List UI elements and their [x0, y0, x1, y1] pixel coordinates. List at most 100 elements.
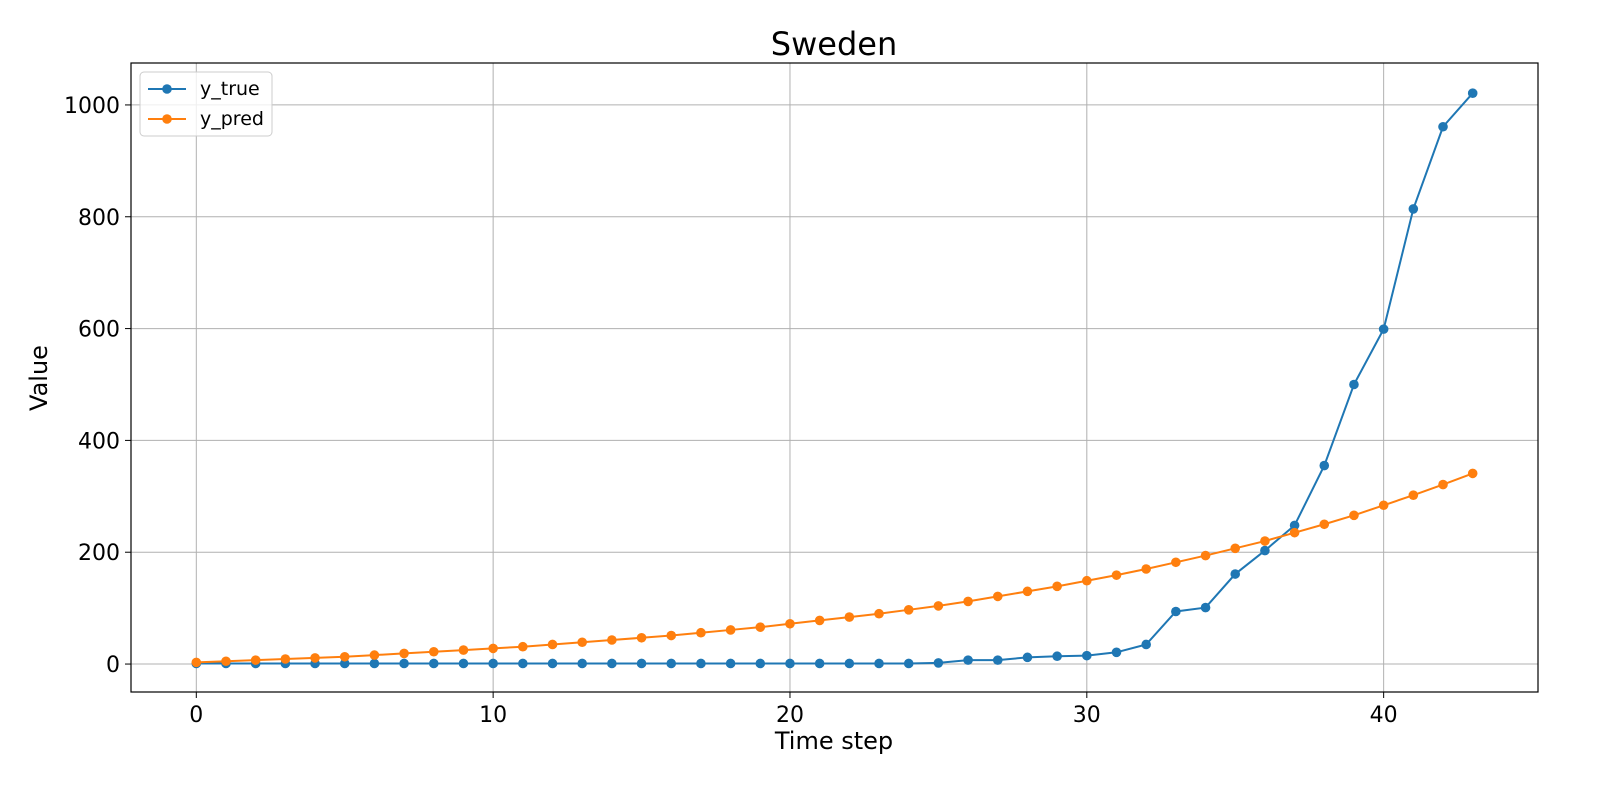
- series-y-pred: [191, 468, 1478, 668]
- data-point: [874, 658, 884, 669]
- x-tick-label: 10: [479, 703, 507, 728]
- data-point: [666, 658, 677, 669]
- data-point: [1289, 527, 1300, 538]
- data-point: [1378, 324, 1389, 334]
- data-point: [577, 658, 587, 669]
- data-point: [755, 622, 766, 632]
- data-point: [1319, 519, 1330, 530]
- data-point: [1349, 379, 1359, 390]
- data-point: [1200, 550, 1211, 561]
- data-point: [488, 658, 498, 669]
- data-point: [1289, 520, 1300, 531]
- data-point: [903, 658, 914, 669]
- data-point: [1438, 121, 1448, 132]
- data-point: [1378, 500, 1389, 511]
- data-point: [1230, 569, 1241, 579]
- data-point: [725, 658, 736, 669]
- data-point: [785, 618, 795, 629]
- data-point: [339, 658, 350, 669]
- x-tick-label: 40: [1370, 703, 1398, 728]
- data-point: [1349, 510, 1359, 521]
- data-point: [963, 596, 973, 607]
- data-point: [1111, 570, 1122, 580]
- data-point: [696, 627, 706, 638]
- data-point: [1141, 639, 1151, 650]
- data-point: [607, 635, 617, 645]
- data-point: [636, 632, 647, 643]
- data-point: [1200, 602, 1211, 613]
- data-point: [933, 658, 944, 668]
- x-tick-label: 0: [189, 703, 203, 728]
- data-point: [399, 648, 409, 659]
- data-point: [428, 658, 439, 669]
- series-layer: [191, 88, 1478, 669]
- y-tick-label: 1000: [64, 94, 120, 119]
- y-tick-label: 200: [78, 541, 120, 566]
- legend-label: y_pred: [200, 108, 264, 130]
- data-point: [1171, 557, 1181, 568]
- series-line: [196, 92, 1474, 665]
- data-point: [547, 639, 558, 650]
- y-axis-label: Value: [25, 345, 53, 411]
- data-point: [874, 608, 884, 619]
- x-axis-label: Time step: [774, 727, 893, 755]
- data-point: [1408, 204, 1419, 214]
- data-point: [1082, 650, 1092, 661]
- data-point: [963, 655, 973, 665]
- data-point: [458, 658, 469, 669]
- data-point: [1141, 564, 1151, 574]
- data-point: [666, 630, 677, 641]
- data-point: [1260, 536, 1270, 546]
- data-point: [1438, 479, 1448, 490]
- legend: y_true y_pred: [139, 71, 273, 137]
- data-point: [1111, 647, 1122, 658]
- plot-frame: [130, 62, 1539, 693]
- data-point: [725, 625, 736, 635]
- data-point: [844, 658, 855, 669]
- data-point: [1319, 460, 1330, 471]
- data-point: [250, 655, 261, 665]
- data-point: [755, 658, 766, 669]
- data-point: [310, 653, 320, 663]
- data-point: [1408, 490, 1419, 500]
- data-point: [607, 658, 617, 669]
- data-point: [636, 658, 647, 669]
- y-tick-label: 400: [78, 429, 120, 454]
- data-point: [518, 658, 528, 669]
- data-point: [1171, 606, 1181, 617]
- data-point: [1467, 88, 1478, 98]
- data-point: [844, 612, 855, 622]
- data-point: [903, 605, 914, 615]
- chart-title: Sweden: [771, 25, 897, 63]
- data-point: [1260, 545, 1270, 556]
- data-point: [1467, 468, 1478, 479]
- data-point: [577, 637, 587, 648]
- data-point: [221, 656, 231, 667]
- data-point: [992, 655, 1003, 665]
- data-point: [369, 650, 380, 660]
- data-point: [1230, 543, 1241, 554]
- data-point: [488, 643, 498, 654]
- legend-marker: [162, 84, 172, 94]
- data-point: [696, 658, 706, 669]
- series-y-true: [191, 88, 1478, 669]
- data-point: [814, 615, 825, 626]
- data-point: [547, 658, 558, 669]
- data-point: [518, 641, 528, 652]
- series-line: [196, 472, 1474, 664]
- x-tick-label: 20: [776, 703, 804, 728]
- data-point: [785, 658, 795, 669]
- data-point: [280, 654, 291, 664]
- data-point: [458, 645, 469, 655]
- data-point: [1022, 586, 1033, 597]
- data-point: [1052, 581, 1062, 592]
- data-point: [814, 658, 825, 669]
- data-point: [428, 646, 439, 657]
- data-point: [1082, 575, 1092, 586]
- data-point: [191, 657, 202, 668]
- data-point: [933, 601, 944, 611]
- data-point: [339, 651, 350, 662]
